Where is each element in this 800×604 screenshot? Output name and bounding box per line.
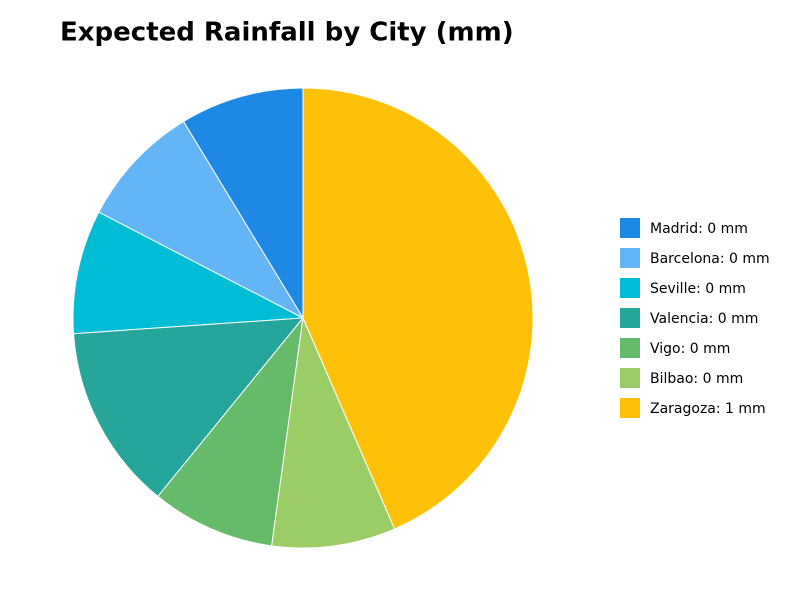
pie-slice (182, 87, 304, 320)
chart-title: Expected Rainfall by City (mm) (60, 18, 514, 48)
legend-label: Seville: 0 mm (650, 281, 746, 297)
legend-swatch (620, 368, 640, 388)
pie-slice (271, 316, 396, 549)
legend-swatch (620, 278, 640, 298)
legend-swatch (620, 398, 640, 418)
legend-swatch (620, 218, 640, 238)
legend-label: Vigo: 0 mm (650, 341, 730, 357)
legend-label: Barcelona: 0 mm (650, 251, 770, 267)
legend-swatch (620, 248, 640, 268)
pie-slice (98, 120, 305, 320)
legend-label: Madrid: 0 mm (650, 221, 748, 237)
pie-slice (302, 87, 534, 530)
legend-label: Bilbao: 0 mm (650, 371, 743, 387)
legend-swatch (620, 338, 640, 358)
pie-slice (72, 211, 305, 335)
legend-label: Zaragoza: 1 mm (650, 401, 766, 417)
legend-swatch (620, 308, 640, 328)
legend-label: Valencia: 0 mm (650, 311, 758, 327)
pie-slice (157, 316, 304, 547)
pie-slice (73, 317, 305, 498)
